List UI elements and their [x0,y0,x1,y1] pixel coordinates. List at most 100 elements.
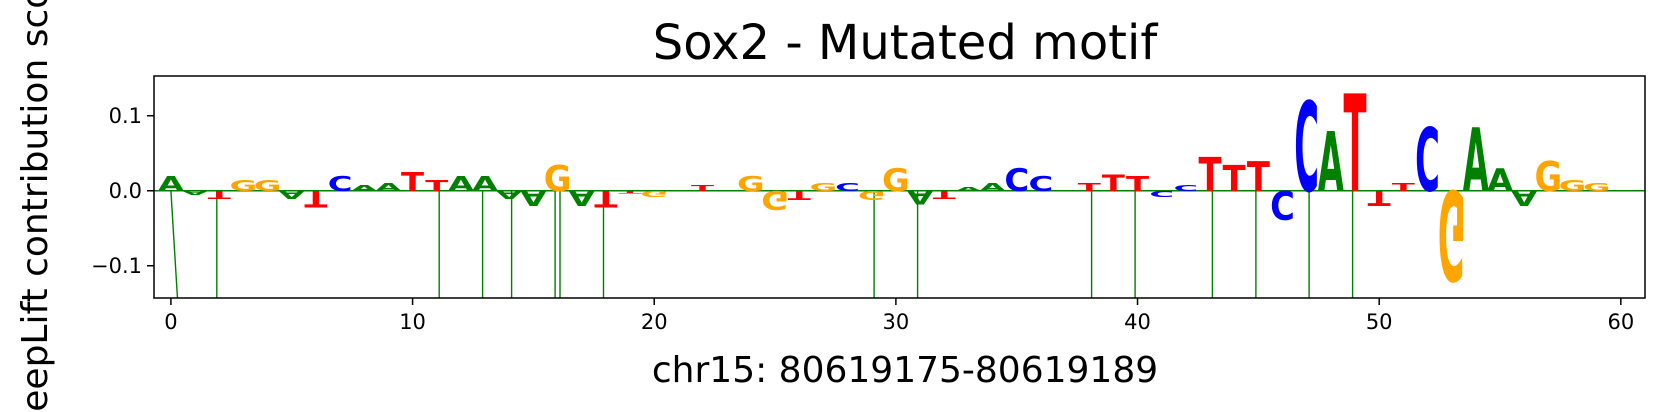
svg-text:A: A [1463,110,1489,212]
logo-letter-G-57: G [1534,153,1562,201]
logo-letter-G-4: G [254,177,282,195]
logo-letter-A-8: A [351,183,377,193]
logo-letter-C-36: C [1028,172,1053,196]
svg-text:C: C [1149,189,1174,199]
svg-text:T: T [1199,147,1222,202]
svg-text:A: A [569,186,596,210]
y-axis-label: DeepLift contribution score [15,0,56,412]
logo-letter-A-9: A [375,181,402,193]
svg-text:A: A [496,188,523,200]
svg-text:T: T [619,190,643,194]
logo-letter-G-20: G [640,189,668,199]
svg-text:T: T [1126,172,1149,196]
logo-letter-A-1: A [182,189,209,195]
svg-text:C: C [1173,183,1198,193]
logo-letter-A-17: A [569,186,596,210]
logo-letter-A-5: A [279,188,306,200]
svg-text:C: C [1415,110,1440,212]
logo-letter-T-44: T [1223,159,1246,200]
logo-letter-T-45: T [1247,153,1270,201]
svg-text:T: T [304,185,328,212]
svg-text:C: C [1028,172,1053,196]
logo-letter-C-46: C [1270,181,1295,227]
svg-text:T: T [1102,170,1126,197]
svg-text:T: T [1368,186,1391,210]
logo-letter-T-38: T [1078,181,1101,193]
logo-letter-G-25: G [761,184,789,214]
x-tick-label: 20 [641,310,668,334]
svg-text:A: A [907,186,933,207]
logo-letter-G-58: G [1559,177,1587,195]
logo-letter-G-16: G [544,159,572,200]
svg-text:T: T [425,177,448,195]
logo-letter-A-0: A [158,172,185,196]
logo-letter-T-26: T [788,188,812,203]
logo-letter-T-6: T [304,185,328,212]
svg-text:G: G [858,188,886,203]
logo-letter-A-55: A [1487,162,1513,198]
logo-letter-C-47: C [1294,78,1319,221]
svg-text:A: A [472,172,499,196]
svg-text:A: A [375,181,402,193]
logo-letter-T-51: T [1392,181,1415,193]
logo-letter-G-24: G [737,172,765,196]
logo-letter-A-48: A [1318,115,1344,210]
logo-letter-G-29: G [858,188,886,203]
x-axis-label: chr15: 80619175-80619189 [652,350,1158,391]
logo-letter-T-39: T [1102,170,1126,197]
svg-text:C: C [1270,181,1295,227]
logo-letter-T-18: T [594,185,618,212]
logo-letter-C-28: C [835,181,860,193]
x-tick-label: 0 [164,310,177,334]
logo-letter-G-53: G [1438,161,1466,304]
svg-text:G: G [761,184,789,214]
svg-text:T: T [1344,67,1367,222]
logo-letter-T-2: T [208,188,231,200]
logo-letter-A-56: A [1511,186,1538,210]
svg-text:C: C [835,181,860,193]
x-tick-label: 50 [1366,310,1393,334]
svg-text:A: A [158,172,185,196]
svg-text:G: G [737,172,765,196]
logo-letter-A-33: A [955,186,982,192]
logo-letter-G-27: G [810,181,838,193]
svg-text:G: G [544,159,572,200]
y-tick-label: 0.0 [109,179,142,203]
y-tick-label: 0.1 [109,104,142,128]
logo-letter-T-49: T [1344,67,1367,222]
svg-text:T: T [691,183,714,193]
svg-text:T: T [594,185,618,212]
logo-letter-T-50: T [1368,186,1391,210]
axes: 0 10 20 30 40 50 60 −0.1 0.0 0.1 [91,104,1634,334]
svg-text:G: G [1534,153,1562,201]
logo-letter-T-11: T [425,177,448,195]
x-tick-label: 60 [1607,310,1634,334]
logo-letter-G-30: G [882,162,910,198]
svg-text:A: A [448,172,475,196]
svg-text:A: A [979,181,1006,193]
logo-letter-A-54: A [1463,110,1489,212]
logo-letter-C-35: C [1004,162,1029,198]
x-tick-label: 40 [1124,310,1151,334]
svg-text:T: T [401,168,425,198]
x-tick-label: 30 [883,310,910,334]
x-tick-label: 10 [399,310,426,334]
svg-text:G: G [230,177,258,195]
svg-text:T: T [1223,159,1246,200]
logo-letter-G-3: G [230,177,258,195]
logo-letter-T-19: T [619,190,643,194]
logo-letter-A-34: A [979,181,1006,193]
y-tick-label: −0.1 [91,254,142,278]
logo-letter-T-43: T [1199,147,1222,202]
svg-text:A: A [1318,115,1344,210]
logo-letter-T-40: T [1126,172,1149,196]
svg-text:G: G [1438,161,1466,304]
logo-letter-C-42: C [1173,183,1198,193]
logo-letter-T-22: T [691,183,714,193]
logo-letter-C-52: C [1415,110,1440,212]
svg-text:T: T [788,188,812,203]
svg-text:T: T [1247,153,1270,201]
svg-text:A: A [351,183,377,193]
